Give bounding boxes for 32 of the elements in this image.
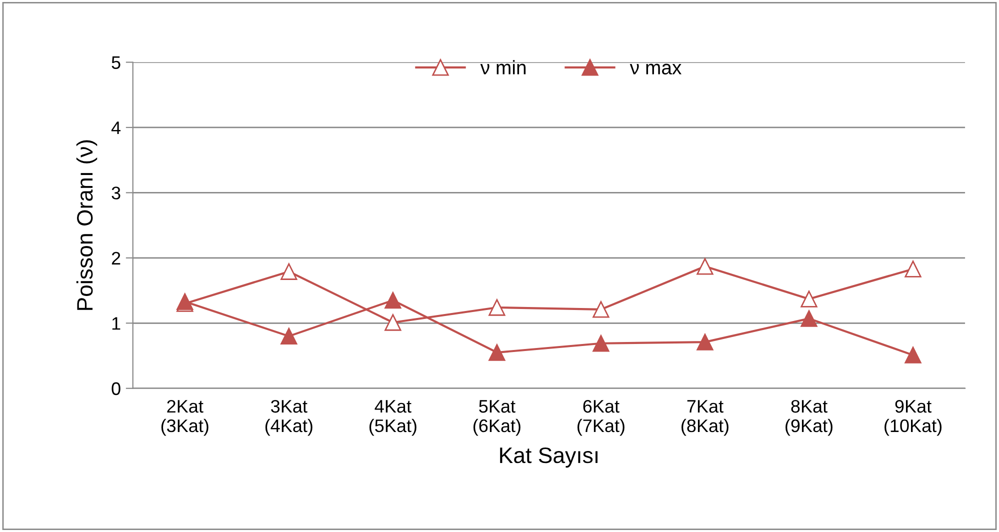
point [384,314,402,331]
y-axis-title: Poisson Oranı (ν) [76,140,98,310]
point [696,258,714,275]
point [592,335,610,352]
x-tick-label: 2Kat (3Kat) [161,400,208,436]
point [904,260,922,278]
x-tick-label: 9Kat (10Kat) [884,400,942,436]
point [904,346,922,364]
x-tick-label: 3Kat (4Kat) [265,400,312,436]
x-tick-label: 7Kat (8Kat) [682,400,728,436]
y-tick-label: 1 [112,317,120,330]
point [800,310,818,327]
y-tick-label: 3 [112,186,120,200]
legend-label: ν max [630,64,682,74]
y-tick-label: 2 [112,252,120,264]
y-tick-label: 0 [112,382,120,396]
x-tick-label: 4Kat (5Kat) [369,400,416,436]
point [488,344,506,361]
point [384,292,402,309]
y-tick-label: 5 [112,56,120,69]
point [280,328,298,345]
point [488,299,506,316]
x-tick-label: 8Kat (9Kat) [786,400,832,436]
legend-label: ν min [480,60,526,74]
point [592,301,610,318]
point [800,290,818,308]
x-tick-label: 5Kat (6Kat) [473,400,520,436]
y-tick-label: 4 [111,122,121,134]
point [280,263,298,280]
x-tick-label: 6Kat (7Kat) [578,400,624,436]
point [696,334,714,350]
x-axis-title: Kat Sayısı [500,447,598,468]
